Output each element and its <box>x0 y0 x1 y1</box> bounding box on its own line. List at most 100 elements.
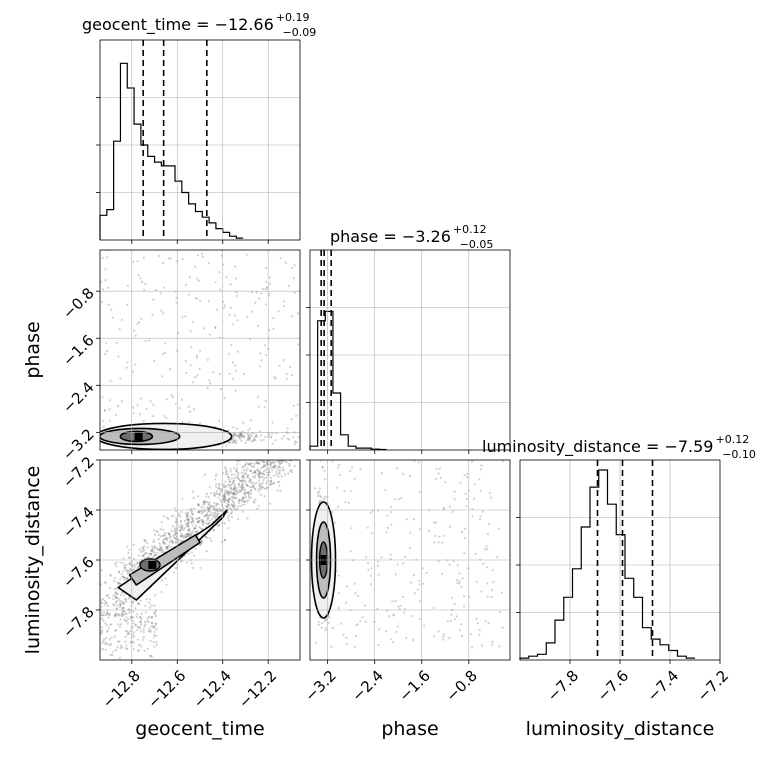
sample-point <box>144 620 147 624</box>
sample-point <box>262 473 265 476</box>
sample-point <box>200 541 203 544</box>
sample-point <box>139 616 142 619</box>
sample-point <box>194 265 197 268</box>
sample-point <box>214 512 217 515</box>
sample-point <box>248 463 251 466</box>
sample-point <box>223 494 226 497</box>
sample-point <box>158 547 162 550</box>
sample-point <box>116 613 119 616</box>
sample-point <box>240 499 243 502</box>
sample-point <box>208 519 211 522</box>
sample-point <box>268 471 271 474</box>
sample-point <box>186 523 190 527</box>
sample-point <box>103 638 106 641</box>
sample-point <box>231 481 234 485</box>
sample-point <box>259 352 262 355</box>
sample-point <box>380 556 383 559</box>
sample-point <box>496 556 499 559</box>
sample-point <box>218 373 221 376</box>
sample-point <box>254 471 257 474</box>
sample-point <box>224 495 227 498</box>
sample-point <box>173 507 176 510</box>
sample-point <box>243 372 246 376</box>
sample-point <box>164 537 167 540</box>
sample-point <box>126 570 129 573</box>
sample-point <box>231 441 234 444</box>
sample-point <box>234 265 237 268</box>
sample-point <box>200 527 203 530</box>
sample-point <box>228 372 231 375</box>
sample-point <box>260 439 263 442</box>
sample-point <box>186 518 189 521</box>
sample-point <box>241 503 244 507</box>
sample-point <box>370 583 373 586</box>
sample-point <box>137 649 141 652</box>
sample-point <box>137 321 141 324</box>
x-tick-label: −12.2 <box>235 667 280 712</box>
sample-point <box>230 503 233 506</box>
sample-point <box>154 594 157 597</box>
histogram-bar <box>643 628 652 660</box>
sample-point <box>152 555 155 558</box>
sample-point <box>109 654 112 657</box>
sample-point <box>208 508 211 511</box>
sample-point <box>230 487 233 490</box>
sample-point <box>242 496 245 499</box>
sample-point <box>167 531 170 535</box>
sample-point <box>137 626 140 629</box>
sample-point <box>201 527 204 531</box>
sample-point <box>153 610 157 614</box>
sample-point <box>165 539 168 542</box>
sample-point <box>138 603 141 606</box>
histogram-luminosity-distance <box>516 460 720 660</box>
sample-point <box>265 280 268 283</box>
sample-point <box>185 535 188 538</box>
sample-point <box>228 491 231 494</box>
histogram-bar <box>182 193 189 241</box>
sample-point <box>211 504 214 507</box>
sample-point <box>242 500 245 503</box>
sample-point <box>144 339 147 343</box>
sample-point <box>233 504 236 507</box>
sample-point <box>270 482 273 485</box>
sample-point <box>165 537 168 540</box>
sample-point <box>197 504 200 507</box>
sample-point <box>214 517 217 520</box>
sample-point <box>163 415 166 418</box>
sample-point <box>106 594 109 597</box>
sample-point <box>199 566 202 569</box>
sample-point <box>258 365 261 368</box>
sample-point <box>229 512 233 515</box>
sample-point <box>337 466 340 469</box>
sample-point <box>449 525 452 528</box>
sample-point <box>243 500 246 503</box>
histogram-bar <box>134 124 141 240</box>
sample-point <box>100 605 103 608</box>
sample-point <box>237 478 240 481</box>
sample-point <box>108 408 111 411</box>
sample-point <box>197 519 200 523</box>
sample-point <box>266 287 269 290</box>
sample-point <box>187 535 190 538</box>
sample-point <box>244 441 247 445</box>
sample-point <box>182 528 185 531</box>
sample-point <box>238 485 241 488</box>
sample-point <box>491 589 494 592</box>
sample-point <box>264 487 267 490</box>
sample-point <box>103 581 107 584</box>
sample-point <box>286 432 289 435</box>
sample-point <box>223 496 226 499</box>
sample-point <box>223 492 227 495</box>
sample-point <box>292 277 295 280</box>
sample-point <box>171 539 174 542</box>
sample-point <box>465 476 469 479</box>
sample-point <box>265 286 269 289</box>
sample-point <box>317 621 320 624</box>
sample-point <box>232 495 235 498</box>
sample-point <box>115 614 118 617</box>
sample-point <box>153 611 156 615</box>
histogram-bar <box>599 470 608 660</box>
sample-point <box>254 474 257 477</box>
sample-point <box>124 568 127 571</box>
sample-point <box>418 600 421 603</box>
